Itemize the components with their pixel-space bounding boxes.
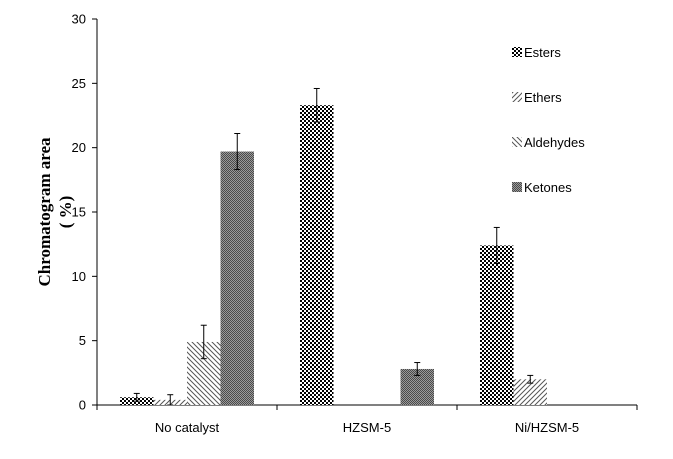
legend-swatch-esters (512, 47, 522, 57)
x-tick-labels: No catalyst HZSM-5 Ni/HZSM-5 (155, 420, 579, 435)
x-tick-label-ni-hzsm-5: Ni/HZSM-5 (515, 420, 579, 435)
y-axis-label-unit: ( %) (56, 196, 75, 229)
error-bar-ketones-no-catalyst (234, 133, 241, 171)
legend: Esters Ethers Aldehydes Ketones (512, 45, 585, 195)
legend-label-ethers: Ethers (524, 90, 562, 105)
legend-item-ethers: Ethers (512, 90, 562, 105)
error-bar-ethers-no-catalyst (167, 394, 174, 406)
error-bar-esters-hzsm-5 (313, 87, 320, 123)
y-tick-label-10: 10 (72, 269, 86, 284)
x-tick-label-no-catalyst: No catalyst (155, 420, 220, 435)
y-tick-labels: 0 5 10 15 20 25 30 (72, 12, 86, 413)
legend-swatch-ethers (512, 92, 522, 102)
y-tick-label-15: 15 (72, 205, 86, 220)
y-tick-label-5: 5 (79, 333, 86, 348)
error-bar-aldehydes-no-catalyst (200, 324, 207, 360)
legend-swatch-aldehydes (512, 137, 522, 147)
y-tick-label-30: 30 (72, 12, 86, 27)
error-bar-ketones-hzsm-5 (414, 362, 421, 376)
error-bars-group (133, 87, 534, 406)
y-axis-label: Chromatogram area (35, 137, 54, 287)
legend-item-esters: Esters (512, 45, 561, 60)
error-bar-esters-ni-hzsm-5 (493, 226, 500, 264)
bar-esters-ni-hzsm-5 (480, 245, 514, 405)
legend-label-ketones: Ketones (524, 180, 572, 195)
legend-item-ketones: Ketones (512, 180, 572, 195)
legend-label-esters: Esters (524, 45, 561, 60)
error-bar-esters-no-catalyst (133, 392, 140, 402)
y-tick-label-25: 25 (72, 76, 86, 91)
legend-label-aldehydes: Aldehydes (524, 135, 585, 150)
bars-group (120, 105, 547, 405)
axes (92, 18, 638, 410)
x-tick-label-hzsm-5: HZSM-5 (343, 420, 391, 435)
y-tick-label-0: 0 (79, 398, 86, 413)
legend-item-aldehydes: Aldehydes (512, 135, 585, 150)
bar-esters-hzsm-5 (300, 105, 334, 405)
y-tick-label-20: 20 (72, 140, 86, 155)
bar-ketones-no-catalyst (220, 151, 254, 405)
legend-swatch-ketones (512, 182, 522, 192)
error-bar-ethers-ni-hzsm-5 (527, 374, 534, 384)
